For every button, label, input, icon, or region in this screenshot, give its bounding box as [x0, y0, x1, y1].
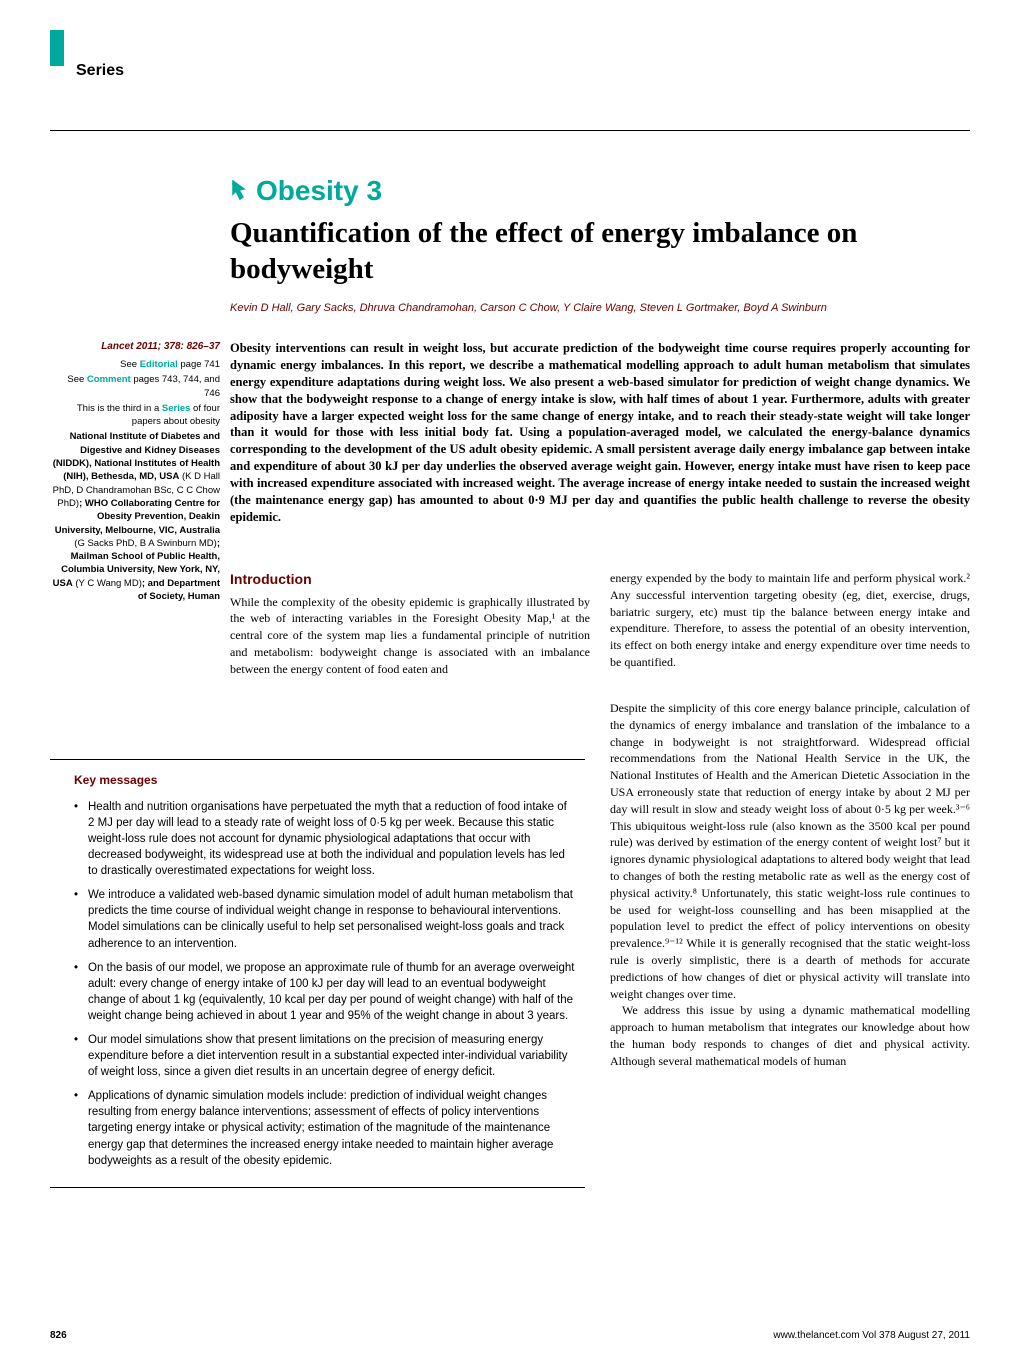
cursor-star-icon: [230, 180, 248, 202]
body-paragraph: We address this issue by using a dynamic…: [610, 1002, 970, 1069]
editorial-ref: See Editorial page 741: [50, 358, 220, 371]
affiliation-block: National Institute of Diabetes and Diges…: [50, 430, 220, 603]
key-messages-heading: Key messages: [74, 772, 575, 789]
page-number: 826: [50, 1330, 67, 1341]
abstract-text: Obesity interventions can result in weig…: [230, 340, 970, 526]
comment-ref: See Comment pages 743, 744, and 746: [50, 373, 220, 400]
horizontal-rule: [50, 130, 970, 131]
key-messages-list: Health and nutrition organisations have …: [74, 799, 575, 1169]
section-label: Series: [76, 62, 124, 80]
body-right-column: Despite the simplicity of this core ener…: [610, 700, 970, 1070]
key-message-item: Health and nutrition organisations have …: [74, 799, 575, 879]
intro-two-columns: Introduction While the complexity of the…: [230, 570, 970, 678]
key-message-item: We introduce a validated web-based dynam…: [74, 887, 575, 951]
series-title-block: Obesity 3: [230, 175, 382, 207]
intro-heading: Introduction: [230, 570, 590, 590]
citation: Lancet 2011; 378: 826–37: [50, 340, 220, 354]
intro-column-left: Introduction While the complexity of the…: [230, 570, 590, 678]
series-name: Obesity 3: [256, 175, 382, 207]
key-message-item: Our model simulations show that present …: [74, 1032, 575, 1080]
key-message-item: On the basis of our model, we propose an…: [74, 960, 575, 1024]
key-messages-panel: Key messages Health and nutrition organi…: [50, 759, 585, 1188]
page-footer: 826 www.thelancet.com Vol 378 August 27,…: [50, 1330, 970, 1341]
intro-column-right: energy expended by the body to maintain …: [610, 570, 970, 678]
intro-paragraph-1: While the complexity of the obesity epid…: [230, 594, 590, 678]
body-paragraph: Despite the simplicity of this core ener…: [610, 700, 970, 1002]
article-title: Quantification of the effect of energy i…: [230, 215, 970, 288]
intro-paragraph-2: energy expended by the body to maintain …: [610, 570, 970, 671]
series-ref: This is the third in a Series of four pa…: [50, 402, 220, 429]
key-message-item: Applications of dynamic simulation model…: [74, 1088, 575, 1168]
left-metadata-column: Lancet 2011; 378: 826–37 See Editorial p…: [50, 340, 220, 605]
series-accent-bar: [50, 30, 64, 66]
author-list: Kevin D Hall, Gary Sacks, Dhruva Chandra…: [230, 302, 970, 314]
journal-footer: www.thelancet.com Vol 378 August 27, 201…: [773, 1330, 970, 1341]
